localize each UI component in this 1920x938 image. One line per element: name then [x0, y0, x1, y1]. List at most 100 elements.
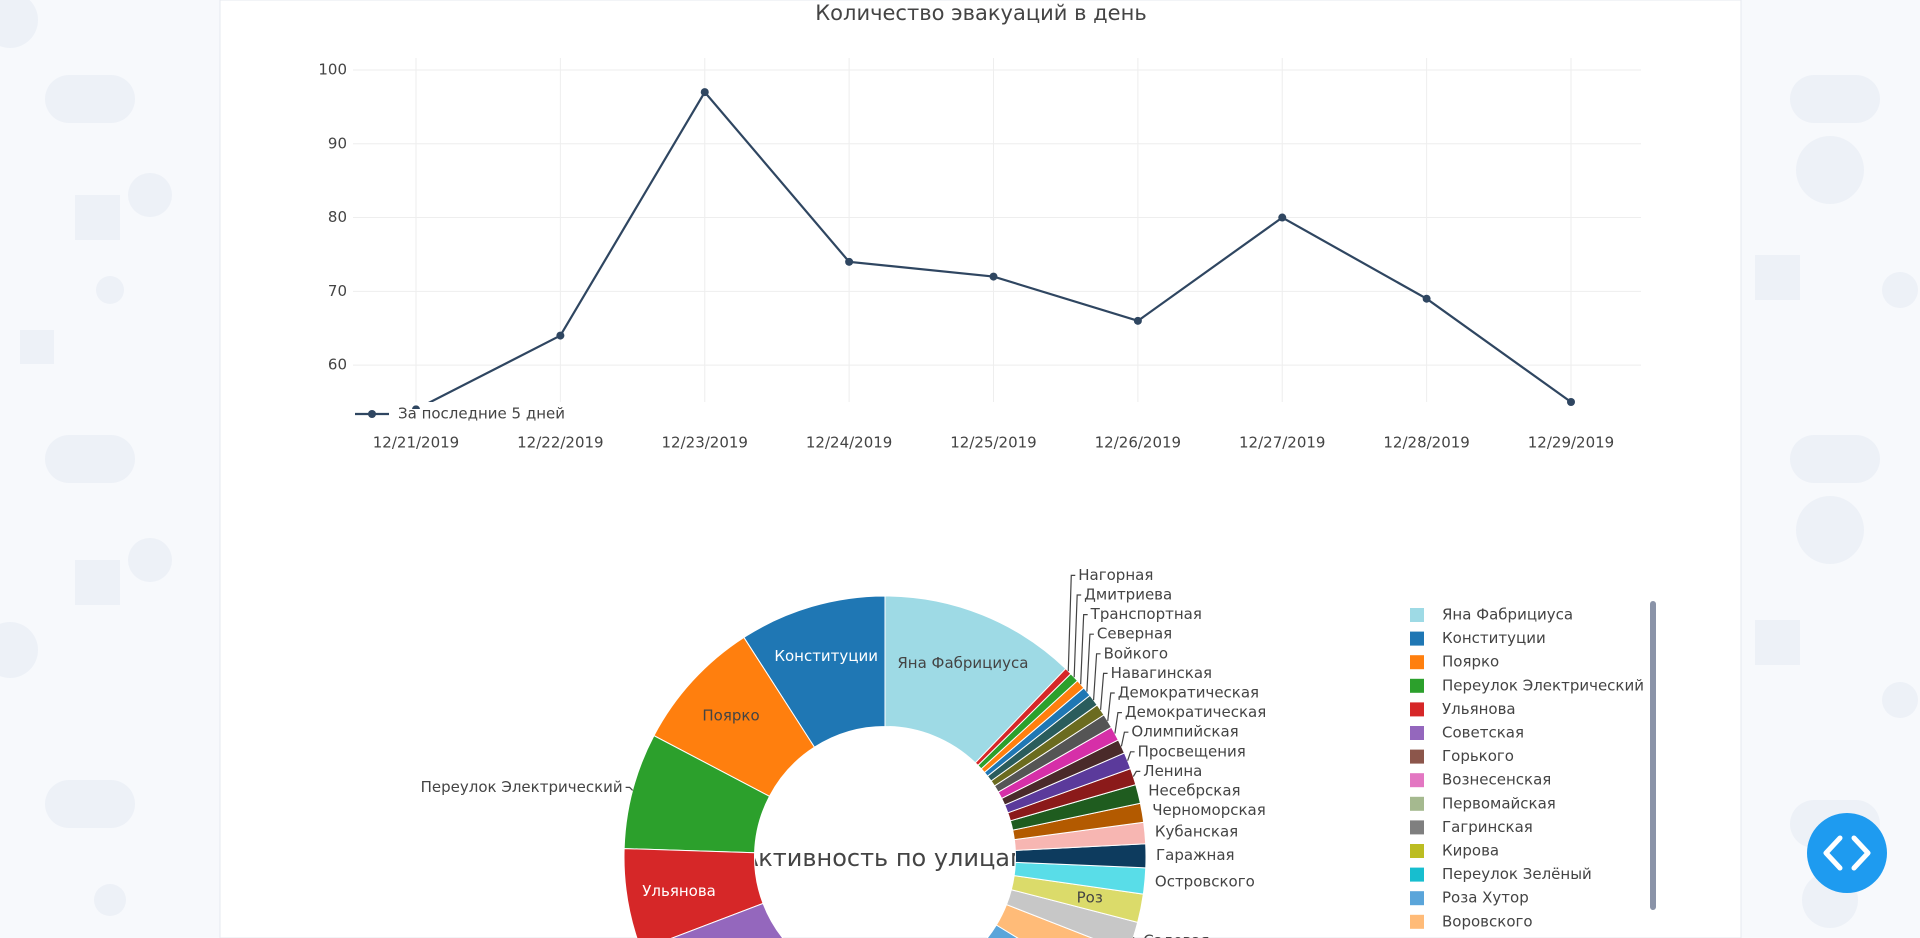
legend-swatch — [1410, 914, 1424, 929]
leader-line — [1127, 751, 1135, 761]
data-point — [412, 405, 420, 409]
data-point — [556, 331, 565, 340]
legend-swatch — [1410, 608, 1424, 622]
x-tick-label: 12/24/2019 — [806, 434, 892, 452]
legend-swatch — [1410, 655, 1424, 670]
legend-label: Садовая — [1442, 936, 1508, 938]
leader-line — [1080, 614, 1088, 685]
data-point — [1422, 294, 1431, 303]
legend-swatch — [1410, 867, 1424, 882]
line-chart-title: Количество эвакуаций в день — [815, 1, 1146, 25]
leader-line — [1120, 731, 1129, 747]
data-point — [845, 257, 854, 266]
legend-label: Кирова — [1442, 842, 1499, 860]
y-tick-label: 70 — [328, 282, 347, 300]
slice-outside-label: Гаражная — [1156, 846, 1235, 864]
legend-label: Поярко — [1442, 653, 1499, 671]
legend-swatch — [1410, 844, 1424, 858]
slice-outside-label: Навагинская — [1111, 664, 1212, 682]
leader-line — [1067, 574, 1076, 672]
donut-title: Активность по улицам — [742, 844, 1028, 872]
donut-legend: Яна Фабрициуса Конституции Поярко Переулок … — [1410, 606, 1644, 938]
x-tick-label: 12/29/2019 — [1528, 434, 1614, 452]
legend-label: Переулок Зелёный — [1442, 865, 1592, 883]
legend-scrollbar[interactable] — [1650, 601, 1656, 910]
leader-line — [1073, 594, 1082, 678]
grid — [353, 58, 1641, 402]
x-tick-label: 12/25/2019 — [950, 434, 1036, 452]
slice-outside-label: Садовая — [1143, 932, 1209, 938]
code-icon[interactable] — [1823, 835, 1871, 871]
y-tick-label: 60 — [328, 356, 347, 374]
y-tick-label: 80 — [328, 208, 347, 226]
slice-outside-label: Черноморская — [1152, 801, 1266, 819]
legend-swatch — [1410, 678, 1424, 693]
slice-label: Конституции — [774, 647, 878, 665]
slice-label: Яна Фабрициуса — [897, 654, 1028, 672]
leader-line — [625, 786, 634, 791]
donut-slices — [623, 595, 1147, 938]
donut-slice — [623, 848, 764, 938]
slice-outside-label: Несебрская — [1148, 782, 1240, 800]
legend-swatch — [1410, 796, 1424, 811]
code-toggle-button[interactable] — [1807, 813, 1887, 893]
legend-swatch — [1410, 773, 1424, 788]
y-tick-label: 90 — [328, 134, 347, 152]
donut-slice — [670, 902, 784, 938]
series-markers — [412, 88, 1575, 409]
button-circle[interactable] — [1807, 813, 1887, 893]
leader-line — [1132, 770, 1141, 777]
legend-swatch — [1410, 891, 1424, 906]
legend-label: Конституции — [1442, 629, 1546, 647]
y-tick-label: 100 — [318, 61, 347, 79]
slice-outside-label: Дмитриева — [1084, 586, 1172, 604]
legend-label: Ульянова — [1442, 700, 1516, 718]
slice-outside-label: Демократическая — [1125, 703, 1266, 721]
legend-swatch — [1410, 726, 1424, 740]
legend-swatch — [1410, 631, 1424, 646]
data-point — [1133, 316, 1142, 325]
legend-label: Гагринская — [1442, 818, 1533, 836]
legend-swatch — [1410, 749, 1424, 764]
leader-line — [1092, 653, 1101, 701]
x-tick-label: 12/27/2019 — [1239, 434, 1325, 452]
slice-outside-label: Переулок Электрический — [421, 778, 623, 796]
content-card — [219, 0, 1742, 938]
leader-line — [1099, 672, 1108, 710]
slice-outside-label: Нагорная — [1078, 566, 1153, 584]
slice-label: Поярко — [702, 706, 759, 724]
legend-label: Переулок Электрический — [1442, 676, 1644, 694]
legend-label: Воровского — [1442, 912, 1533, 930]
legend-label: Яна Фабрициуса — [1442, 606, 1573, 624]
slice-outside-label: Демократическая — [1118, 684, 1259, 702]
slice-outside-label: Войкого — [1104, 644, 1169, 662]
slice-outside-label: Транспортная — [1090, 605, 1202, 623]
legend-label: Горького — [1442, 747, 1514, 765]
slice-outside-label: Кубанская — [1155, 822, 1238, 840]
legend-label: За последние 5 дней — [398, 405, 565, 423]
x-tick-label: 12/23/2019 — [662, 434, 748, 452]
legend-label: Первомайская — [1442, 794, 1556, 812]
slice-outside-label: Просвещения — [1138, 742, 1246, 760]
leader-line — [1086, 633, 1094, 692]
x-tick-label: 12/26/2019 — [1095, 434, 1181, 452]
data-point — [1278, 213, 1287, 222]
legend-swatch — [1410, 702, 1424, 717]
slice-label: Роз — [1077, 889, 1103, 907]
x-tick-label: 12/28/2019 — [1383, 434, 1469, 452]
legend-marker — [368, 410, 376, 418]
data-point — [989, 272, 998, 281]
slice-outside-label: Олимпийская — [1131, 723, 1238, 741]
slice-outside-label: Островского — [1155, 873, 1255, 891]
slice-outside-label: Северная — [1097, 625, 1172, 643]
slice-label: Ульянова — [642, 882, 716, 900]
leader-line — [1107, 692, 1115, 722]
data-point — [700, 88, 709, 97]
legend-swatch — [1410, 820, 1424, 835]
slice-outside-label: Ленина — [1143, 762, 1202, 780]
legend-label: Вознесенская — [1442, 771, 1551, 789]
legend-label: Роза Хутор — [1442, 889, 1529, 907]
leader-line — [1114, 712, 1122, 734]
